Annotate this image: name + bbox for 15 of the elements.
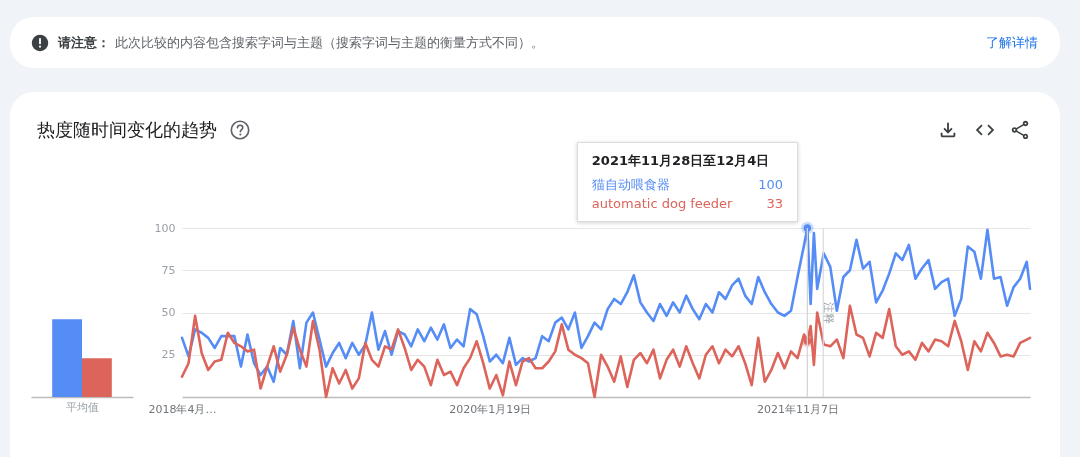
text: 请注意： [58, 33, 110, 52]
tooltip: 2021年11月28日至12月4日 猫自动喂食器 100 automatic dog feeder 33 [576, 142, 798, 222]
ref-line-label: 注释 [822, 302, 836, 324]
chart-title: 热度随时间变化的趋势 [37, 118, 217, 142]
x-tick-label: 2021年11月7日 [757, 402, 840, 416]
text: 了解详情 [986, 33, 1038, 52]
y-tick-label: 50 [161, 306, 176, 319]
x-tick-label: 2018年4月… [148, 402, 217, 416]
y-tick-label: 75 [161, 263, 176, 277]
line-series [180, 304, 1032, 399]
x-tick-label: 平均值 [65, 400, 99, 414]
text: 此次比较的内容包含搜索字词与主题（搜索字词与主题的衡量方式不同）。 [115, 33, 544, 52]
y-tick-label: 100 [154, 221, 176, 235]
y-tick-label: 25 [161, 348, 176, 362]
x-tick-label: 2020年1月19日 [449, 402, 532, 416]
